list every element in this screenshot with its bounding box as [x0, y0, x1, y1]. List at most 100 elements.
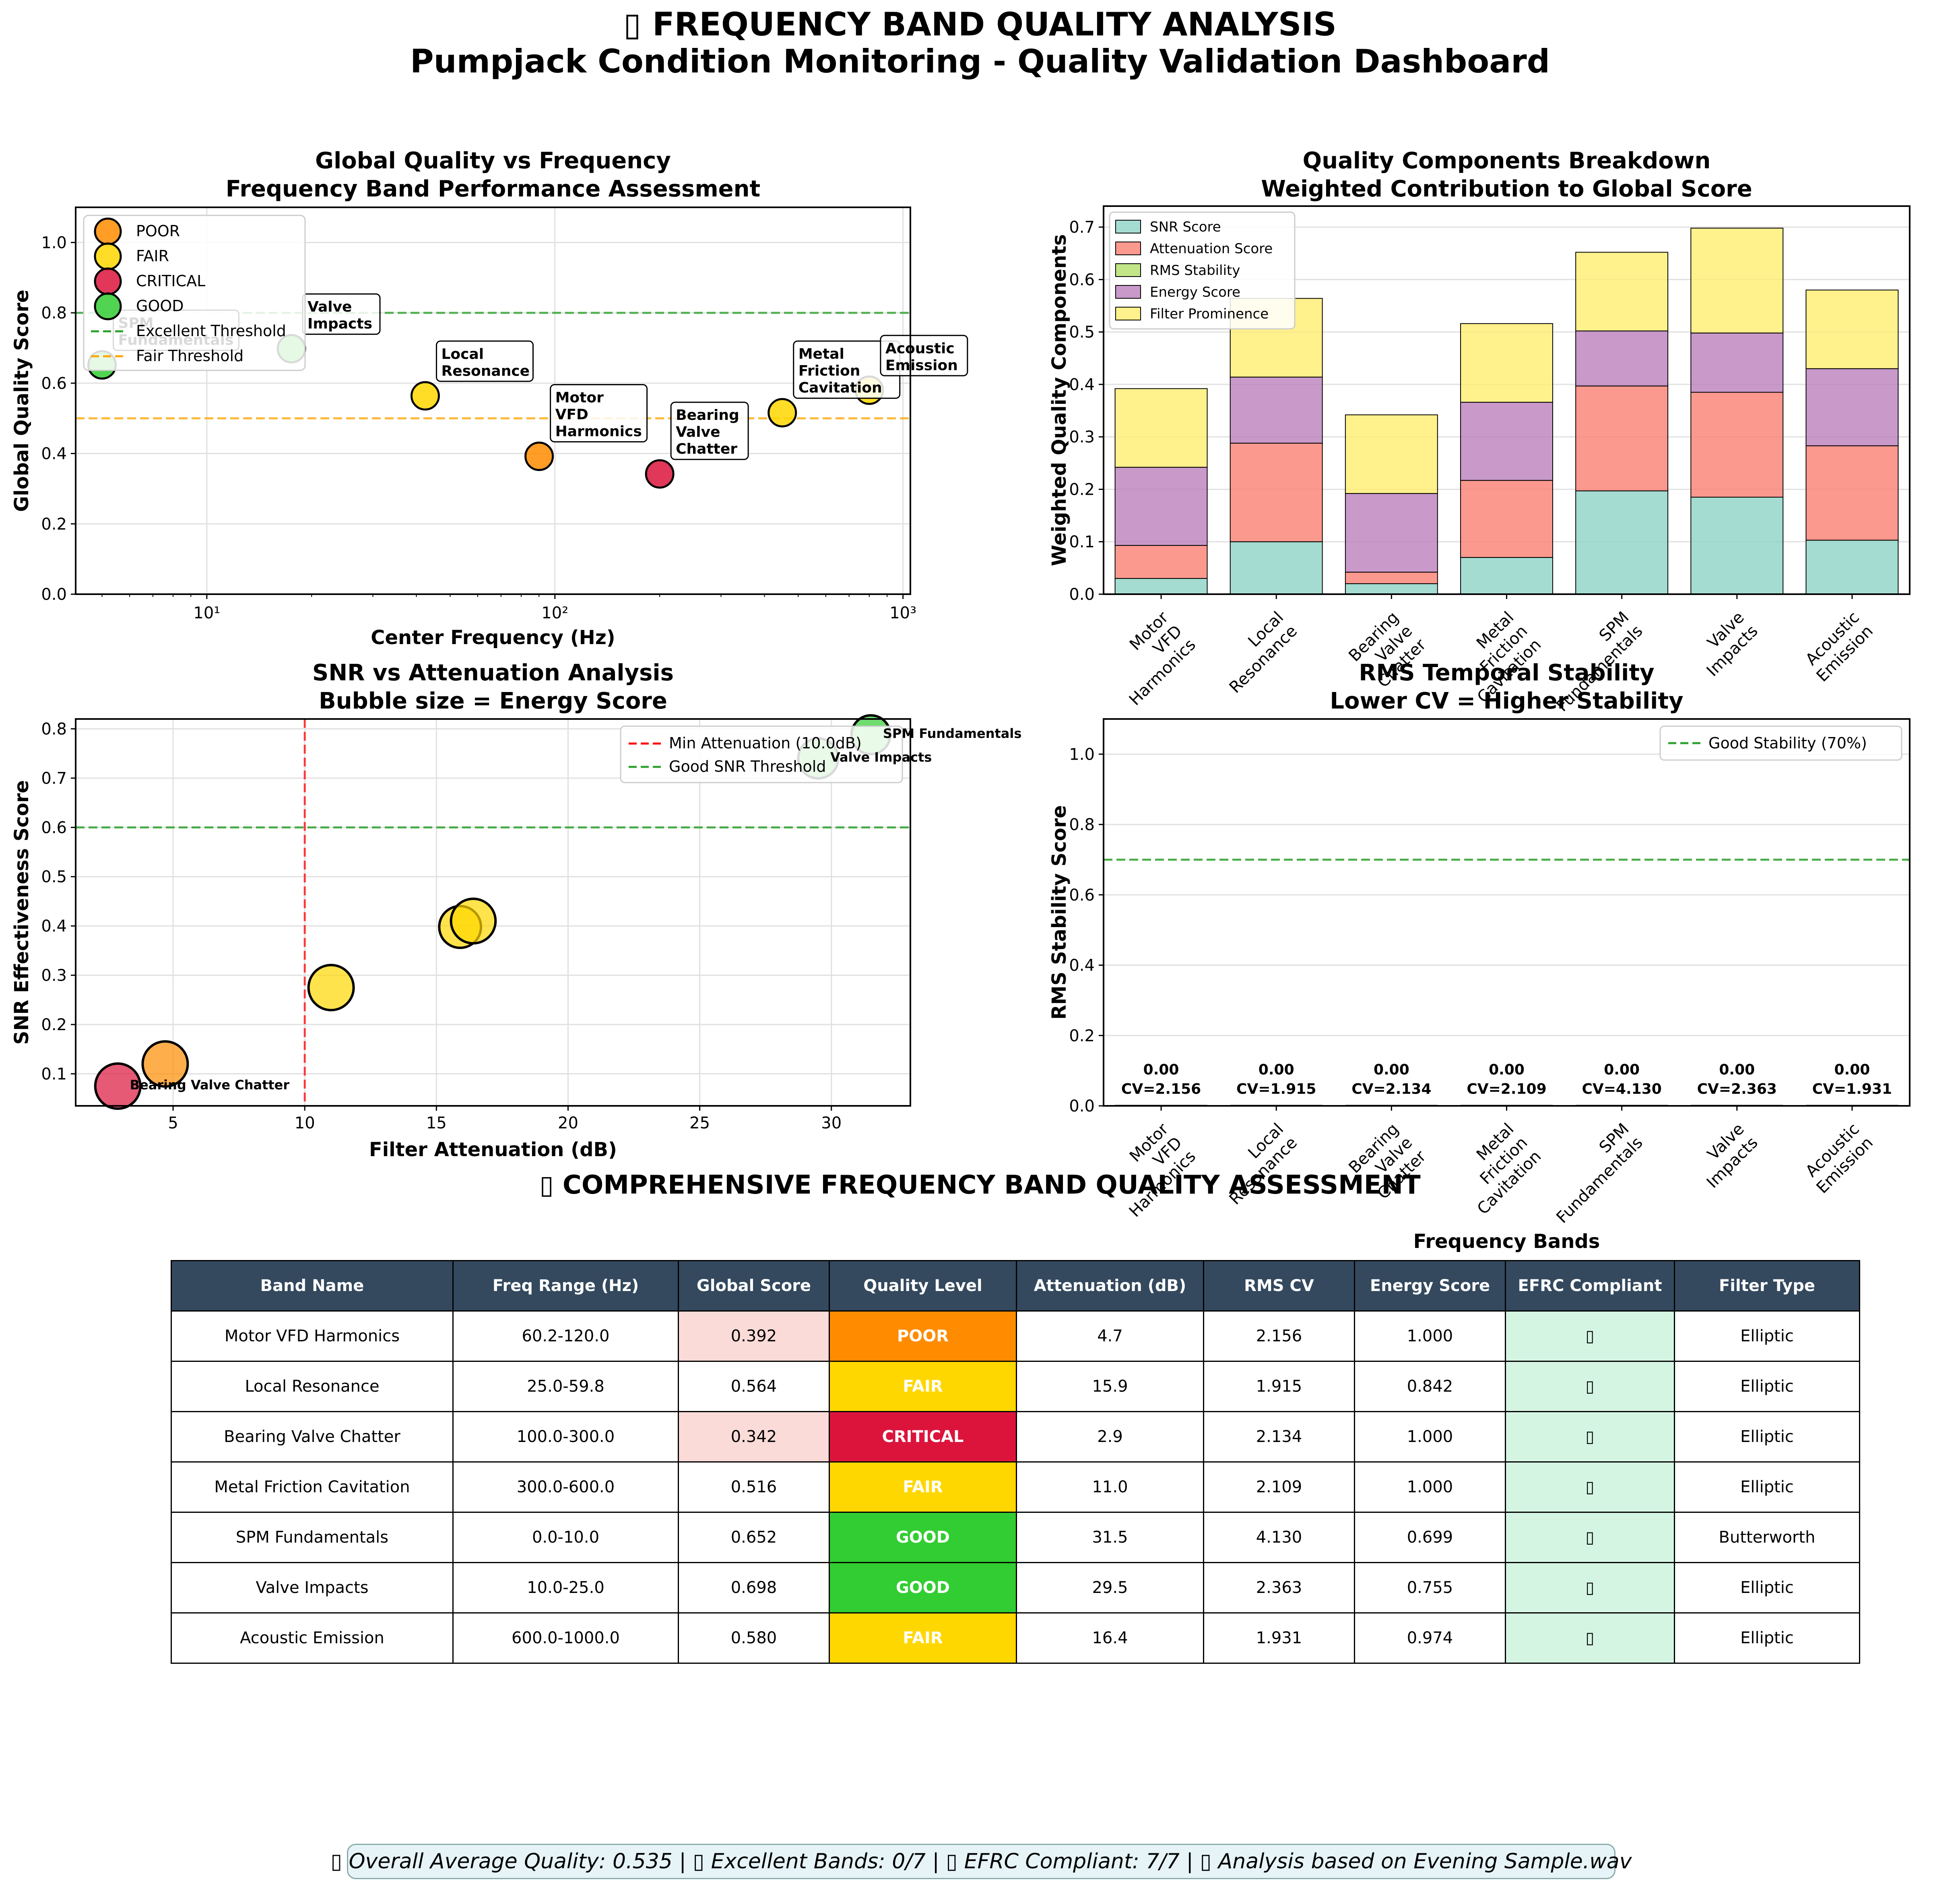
table-cell-band: Valve Impacts [171, 1562, 454, 1613]
plot-frame [75, 718, 911, 1107]
table-cell-efrc: ▯ [1505, 1562, 1675, 1613]
legend-label: POOR [136, 222, 180, 240]
bar-value-label: 0.00 [1259, 1062, 1294, 1078]
x-tick-label: 5 [168, 1114, 178, 1132]
table-cell-atten: 4.7 [1016, 1310, 1204, 1362]
table-cell-range: 60.2-120.0 [452, 1310, 679, 1362]
table-cell-level: FAIR [829, 1612, 1017, 1664]
bar-segment [1345, 414, 1438, 494]
point-label: VFD [555, 407, 588, 423]
table-cell-range: 600.0-1000.0 [452, 1612, 679, 1664]
table-row: Metal Friction Cavitation 300.0-600.0 0.51… [171, 1461, 1860, 1513]
table-cell-atten: 15.9 [1016, 1361, 1204, 1412]
bar-segment [1690, 392, 1784, 498]
chart-title: Global Quality vs Frequency [315, 148, 671, 174]
y-tick-label: 0.0 [1069, 1097, 1095, 1116]
column-header: Global Score [678, 1260, 830, 1312]
point-label-box [550, 384, 648, 443]
table-cell-efrc: ▯ [1505, 1612, 1675, 1664]
table-row: Bearing Valve Chatter 100.0-300.0 0.342 CRI… [171, 1411, 1860, 1463]
y-tick-label: 0.3 [1069, 428, 1095, 446]
bar-cv-label: CV=2.156 [1121, 1081, 1201, 1097]
legend-label: FAIR [136, 247, 169, 265]
table-cell-level: GOOD [829, 1562, 1017, 1613]
legend-label: RMS Stability [1150, 262, 1240, 279]
table-cell-level: POOR [829, 1310, 1017, 1362]
chart-title: SNR vs Attenuation Analysis [312, 660, 674, 686]
bar-segment [1114, 467, 1208, 546]
global-quality-chart: 0.0 0.2 0.4 0.6 0.8 1.0 10¹ 10² 10³ MotorVFDHarmo… [10, 148, 968, 649]
y-tick-label: 0.7 [1069, 218, 1095, 237]
table-cell-efrc: ▯ [1505, 1361, 1675, 1412]
table-cell-filter: Elliptic [1674, 1461, 1860, 1513]
x-tick-label: 20 [558, 1114, 578, 1132]
bar-segment [1460, 323, 1553, 403]
point-label: Harmonics [555, 423, 642, 440]
table-cell-band: Bearing Valve Chatter [171, 1411, 454, 1463]
table-cell-band: Local Resonance [171, 1361, 454, 1412]
table-cell-efrc: ▯ [1505, 1512, 1675, 1563]
bar-segment [1230, 442, 1323, 542]
table-cell-score: 0.564 [678, 1361, 830, 1412]
table-cell-energy: 1.000 [1354, 1461, 1506, 1513]
legend-label: Fair Threshold [136, 347, 243, 365]
snr-attenuation-chart: 0.1 0.2 0.3 0.4 0.5 0.6 0.7 0.8 5 10 15 20 25 30 Min A… [10, 660, 1021, 1161]
bar-value-label: 0.00 [1489, 1062, 1525, 1078]
point-label: Impacts [307, 316, 372, 332]
components-chart: 0.0 0.1 0.2 0.3 0.4 0.5 0.6 0.7 MotorVFDHarmonic… [1048, 148, 1910, 715]
y-tick-label: 0.2 [1069, 480, 1095, 499]
point-label-box [880, 335, 968, 376]
point-label: Friction [798, 363, 860, 379]
legend-swatch [1115, 263, 1141, 277]
bar-segment [1575, 385, 1669, 492]
legend-label: Attenuation Score [1150, 241, 1273, 257]
y-axis-label: RMS Stability Score [1048, 805, 1071, 1020]
legend-box [83, 215, 306, 371]
bar-segment [1230, 541, 1323, 595]
bar-segment [1345, 572, 1438, 584]
bar-segment [1805, 368, 1899, 446]
data-point [767, 398, 797, 428]
x-axis-label: Frequency Bands [1413, 1230, 1600, 1253]
table-cell-score: 0.580 [678, 1612, 830, 1664]
bar-value-label: 0.00 [1834, 1062, 1870, 1078]
table-cell-score: 0.516 [678, 1461, 830, 1513]
table-cell-atten: 31.5 [1016, 1512, 1204, 1563]
bar-segment [1460, 557, 1553, 595]
bar-segment [1575, 252, 1669, 332]
table-cell-efrc: ▯ [1505, 1461, 1675, 1513]
quality-table-container: Band Name Freq Range (Hz) Global Score Qual… [171, 1260, 1860, 1664]
y-tick-label: 0.4 [1069, 956, 1095, 975]
y-tick-label: 0.5 [41, 868, 67, 886]
y-axis-label: SNR Effectiveness Score [10, 780, 33, 1045]
bar-cv-label: CV=2.109 [1467, 1081, 1546, 1097]
y-tick-label: 0.6 [1069, 886, 1095, 905]
table-cell-level: FAIR [829, 1461, 1017, 1513]
table-cell-filter: Elliptic [1674, 1562, 1860, 1613]
summary-footer: ▯ Overall Average Quality: 0.535 | ▯ Exc… [331, 1844, 1632, 1879]
y-tick-label: 0.6 [41, 374, 67, 393]
chart-title: Quality Components Breakdown [1303, 148, 1711, 174]
rms-stability-chart: 0.00.20.40.60.81.00.00CV=2.156MotorVFDHa… [1048, 660, 1910, 1253]
y-tick-label: 0.0 [1069, 585, 1095, 604]
table-cell-cv: 4.130 [1203, 1512, 1355, 1563]
table-cell-level: FAIR [829, 1361, 1017, 1412]
point-label: Bearing [676, 407, 739, 423]
table-cell-level: GOOD [829, 1512, 1017, 1563]
table-cell-band: Acoustic Emission [171, 1612, 454, 1664]
plot-frame [1103, 718, 1910, 1107]
point-label-box [670, 401, 749, 460]
bar-segment [1114, 388, 1208, 468]
column-header: Freq Range (Hz) [452, 1260, 679, 1312]
bar-cv-label: CV=2.363 [1697, 1081, 1777, 1097]
y-tick-label: 0.1 [41, 1065, 67, 1083]
x-tick-label: 10² [541, 604, 568, 622]
table-cell-efrc: ▯ [1505, 1310, 1675, 1362]
legend-label: Good SNR Threshold [669, 758, 826, 775]
legend-label: Filter Prominence [1150, 306, 1269, 322]
x-tick-label: 10 [295, 1114, 315, 1132]
data-point [645, 459, 675, 489]
bar-value-label: 0.00 [1719, 1062, 1755, 1078]
